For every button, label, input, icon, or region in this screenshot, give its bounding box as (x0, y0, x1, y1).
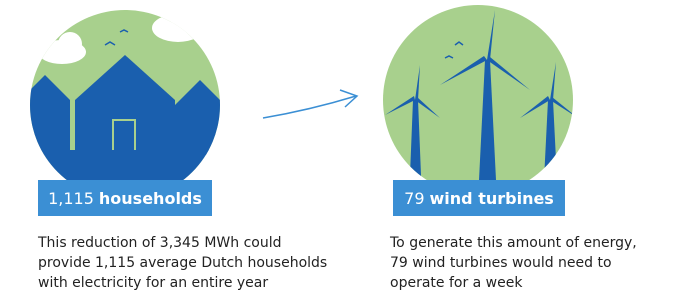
turbines-description: To generate this amount of energy,79 win… (390, 233, 637, 293)
turbines-number: 79 (404, 189, 424, 208)
description-line: operate for a week (390, 273, 637, 293)
description-line: provide 1,115 average Dutch households (38, 253, 327, 273)
households-label: households (99, 189, 202, 208)
arrow (263, 90, 357, 118)
households-number: 1,115 (48, 189, 94, 208)
houses-illustration (20, 0, 230, 210)
infographic: 1,115 households 79 wind turbines This r… (0, 0, 699, 302)
description-line: This reduction of 3,345 MWh could (38, 233, 327, 253)
turbines-badge: 79 wind turbines (393, 180, 565, 216)
turbines-label: wind turbines (430, 189, 554, 208)
description-line: To generate this amount of energy, (390, 233, 637, 253)
description-line: 79 wind turbines would need to (390, 253, 637, 273)
households-badge: 1,115 households (38, 180, 212, 216)
turbines-illustration (380, 0, 580, 205)
description-line: with electricity for an entire year (38, 273, 327, 293)
